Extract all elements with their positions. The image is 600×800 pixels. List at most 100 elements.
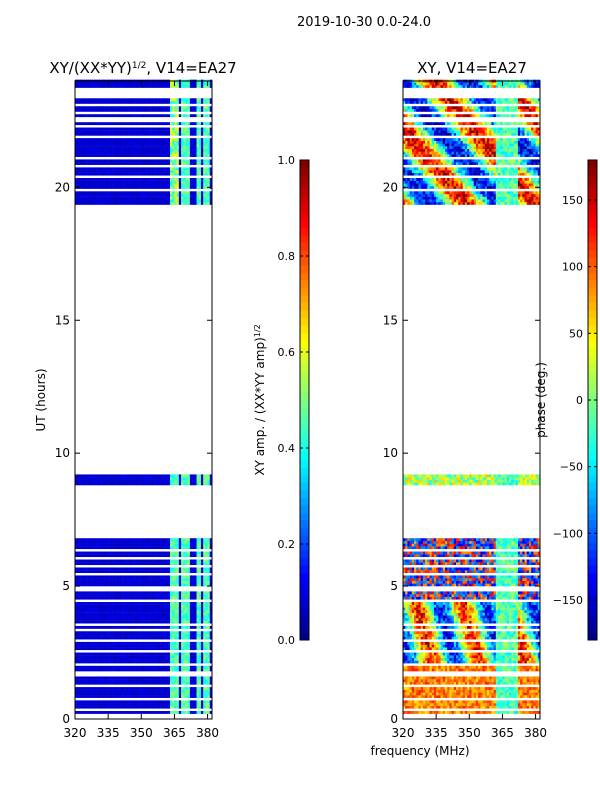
- amplitude-ratio-cell: [108, 687, 111, 690]
- amplitude-ratio-cell: [198, 583, 202, 587]
- amplitude-ratio-cell: [116, 178, 120, 181]
- amplitude-ratio-cell: [145, 154, 149, 157]
- amplitude-ratio-cell: [83, 705, 87, 709]
- amplitude-ratio-cell: [163, 479, 166, 483]
- amplitude-ratio-cell: [90, 538, 93, 542]
- amplitude-ratio-cell: [105, 620, 109, 624]
- amplitude-ratio-cell: [92, 162, 96, 165]
- amplitude-ratio-cell: [192, 538, 195, 542]
- amplitude-ratio-cell: [86, 154, 89, 157]
- amplitude-ratio-cell: [183, 562, 186, 566]
- amplitude-ratio-cell: [152, 602, 155, 605]
- amplitude-ratio-cell: [83, 154, 87, 157]
- amplitude-ratio-cell: [101, 681, 105, 685]
- amplitude-ratio-cell: [130, 689, 133, 693]
- amplitude-ratio-cell: [150, 122, 153, 126]
- amplitude-ratio-cell: [90, 633, 93, 637]
- amplitude-ratio-cell: [75, 610, 78, 613]
- amplitude-ratio-cell: [200, 580, 204, 584]
- amplitude-ratio-cell: [77, 546, 80, 550]
- amplitude-ratio-cell: [154, 474, 158, 478]
- amplitude-ratio-cell: [167, 140, 171, 144]
- amplitude-ratio-cell: [167, 647, 171, 651]
- amplitude-ratio-cell: [88, 108, 91, 112]
- amplitude-ratio-cell: [194, 580, 197, 584]
- amplitude-ratio-cell: [192, 657, 195, 661]
- amplitude-ratio-cell: [209, 657, 213, 661]
- amplitude-ratio-cell: [147, 540, 151, 544]
- amplitude-ratio-cell: [152, 644, 155, 648]
- amplitude-ratio-cell: [200, 482, 204, 486]
- amplitude-ratio-cell: [152, 196, 155, 200]
- amplitude-ratio-cell: [176, 665, 180, 669]
- amplitude-ratio-cell: [154, 132, 158, 136]
- amplitude-ratio-cell: [105, 580, 109, 584]
- amplitude-ratio-cell: [92, 689, 96, 693]
- amplitude-ratio-cell: [128, 146, 131, 149]
- amplitude-ratio-cell: [119, 540, 122, 544]
- amplitude-ratio-cell: [97, 159, 100, 163]
- amplitude-ratio-cell: [170, 578, 173, 581]
- amplitude-ratio-cell: [88, 617, 91, 621]
- amplitude-ratio-cell: [94, 474, 98, 478]
- amplitude-ratio-cell: [194, 617, 197, 621]
- amplitude-ratio-cell: [192, 474, 195, 478]
- amplitude-ratio-cell: [141, 138, 144, 142]
- amplitude-ratio-cell: [203, 151, 206, 155]
- amplitude-ratio-cell: [94, 687, 98, 690]
- amplitude-ratio-cell: [108, 652, 111, 656]
- amplitude-ratio-cell: [101, 607, 105, 611]
- amplitude-ratio-cell: [105, 562, 109, 566]
- amplitude-ratio-cell: [187, 114, 191, 118]
- amplitude-ratio-cell: [154, 159, 158, 163]
- amplitude-ratio-cell: [145, 604, 149, 608]
- amplitude-ratio-cell: [156, 562, 160, 566]
- amplitude-ratio-cell: [152, 562, 155, 566]
- amplitude-ratio-cell: [110, 140, 113, 144]
- amplitude-ratio-cell: [75, 687, 78, 690]
- amplitude-ratio-cell: [99, 130, 102, 134]
- amplitude-ratio-cell: [163, 596, 166, 600]
- amplitude-ratio-cell: [196, 625, 200, 629]
- amplitude-ratio-cell: [192, 610, 195, 613]
- amplitude-ratio-cell: [119, 602, 122, 605]
- amplitude-ratio-cell: [181, 162, 184, 165]
- amplitude-ratio-cell: [143, 607, 147, 611]
- amplitude-ratio-cell: [92, 474, 96, 478]
- amplitude-ratio-cell: [178, 644, 182, 648]
- amplitude-ratio-cell: [116, 159, 120, 163]
- amplitude-ratio-cell: [105, 604, 109, 608]
- amplitude-ratio-cell: [165, 620, 169, 624]
- amplitude-ratio-cell: [123, 162, 127, 165]
- amplitude-ratio-cell: [167, 199, 171, 203]
- amplitude-ratio-cell: [123, 130, 127, 134]
- amplitude-ratio-cell: [132, 130, 135, 134]
- amplitude-ratio-cell: [189, 633, 193, 637]
- amplitude-ratio-cell: [154, 162, 158, 165]
- amplitude-ratio-cell: [156, 591, 160, 595]
- amplitude-ratio-cell: [128, 695, 131, 698]
- amplitude-ratio-cell: [143, 570, 147, 573]
- amplitude-ratio-cell: [165, 551, 169, 555]
- amplitude-ratio-cell: [205, 703, 208, 706]
- amplitude-ratio-cell: [163, 538, 166, 542]
- amplitude-ratio-cell: [105, 159, 109, 163]
- amplitude-ratio-cell: [152, 610, 155, 613]
- amplitude-ratio-cell: [103, 580, 107, 584]
- amplitude-ratio-cell: [130, 665, 133, 669]
- amplitude-ratio-cell: [130, 594, 133, 597]
- amplitude-ratio-cell: [145, 578, 149, 581]
- amplitude-ratio-cell: [90, 122, 93, 126]
- amplitude-ratio-cell: [163, 551, 166, 555]
- amplitude-ratio-cell: [88, 655, 91, 659]
- amplitude-ratio-cell: [136, 644, 140, 648]
- amplitude-ratio-cell: [167, 591, 171, 595]
- amplitude-ratio-cell: [189, 615, 193, 619]
- amplitude-ratio-cell: [174, 641, 177, 645]
- amplitude-ratio-cell: [158, 162, 162, 165]
- amplitude-ratio-cell: [156, 633, 160, 637]
- amplitude-ratio-cell: [183, 620, 186, 624]
- amplitude-ratio-cell: [156, 607, 160, 611]
- amplitude-ratio-cell: [90, 687, 93, 690]
- amplitude-ratio-cell: [165, 199, 169, 203]
